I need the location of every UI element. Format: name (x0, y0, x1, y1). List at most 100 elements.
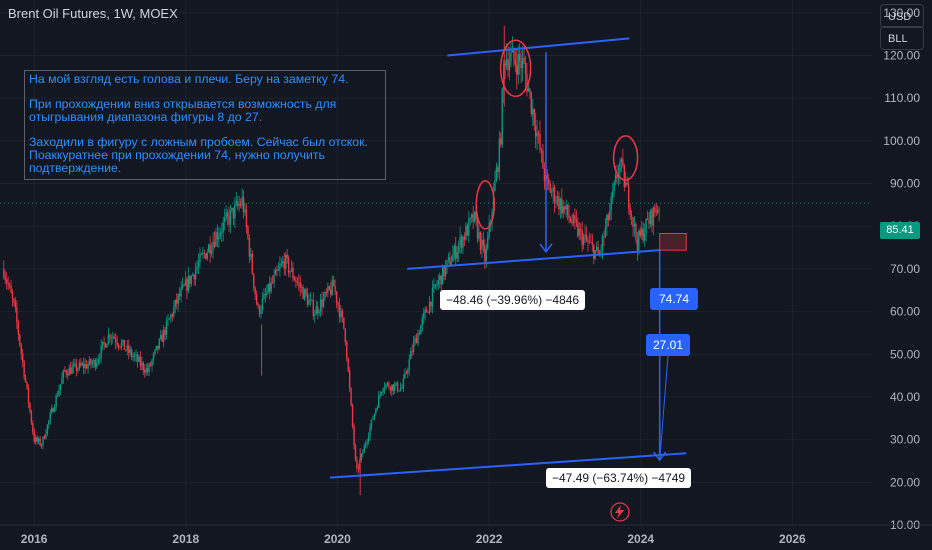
candle-body (65, 370, 67, 374)
candle-body (598, 252, 601, 254)
candle-body (223, 217, 226, 223)
candle-body (517, 54, 519, 75)
candle-body (391, 384, 393, 391)
candle-body (7, 282, 9, 285)
candle-body (123, 339, 126, 350)
candle-body (219, 232, 222, 236)
currency-bll-button[interactable]: BLL (880, 26, 924, 50)
candle-body (335, 291, 338, 303)
candle-body (539, 133, 541, 150)
candle-body (375, 409, 377, 414)
candle-body (553, 187, 556, 204)
candle-body (370, 419, 373, 428)
price-label-27[interactable]: 27.01 (646, 334, 690, 356)
candle-body (270, 282, 272, 292)
note-annotation[interactable]: На мой взгляд есть голова и плечи. Беру … (24, 70, 386, 180)
candle-body (655, 212, 657, 213)
candle-body (548, 178, 550, 184)
candle-body (487, 237, 489, 249)
candle-body (546, 175, 548, 179)
candle-body (469, 217, 471, 219)
candle-body (482, 239, 485, 246)
candle-body (340, 310, 342, 318)
candle-body (125, 349, 127, 351)
candle-body (356, 459, 358, 469)
candle-body (504, 63, 506, 66)
candle-body (269, 283, 271, 292)
candle-body (443, 266, 445, 277)
candle-body (160, 334, 162, 340)
candle-body (562, 206, 564, 214)
candle-body (386, 383, 389, 385)
candle-body (372, 419, 374, 420)
candle-body (537, 132, 540, 134)
candle-body (99, 358, 101, 360)
candle-body (603, 235, 605, 237)
candle-body (407, 370, 409, 373)
measure-label-2[interactable]: −47.49 (−63.74%) −4749 (546, 468, 692, 488)
candle-body (8, 284, 11, 286)
peak-circle-1 (475, 180, 496, 230)
candle-body (299, 282, 301, 288)
candle-body (428, 301, 431, 313)
candle-body (611, 191, 614, 197)
candle-body (266, 292, 268, 296)
candle-body (194, 269, 197, 280)
candle-body (292, 267, 294, 279)
candle-body (300, 287, 303, 289)
candle-body (363, 445, 365, 453)
candle-body (575, 219, 578, 223)
candle-body (639, 230, 641, 236)
candle-body (107, 334, 110, 344)
candle-body (643, 233, 646, 241)
candle-body (196, 266, 198, 270)
candle-body (552, 187, 554, 192)
candle-body (324, 291, 326, 298)
candle-body (110, 337, 113, 339)
candle-body (69, 367, 72, 374)
candle-body (218, 235, 220, 240)
candle-body (476, 218, 479, 239)
candle-body (205, 253, 207, 259)
candle-body (633, 223, 636, 227)
candle-body (408, 359, 410, 371)
candle-body (501, 88, 503, 145)
candle-body (430, 301, 432, 307)
candle-body (260, 309, 262, 314)
candle-body (561, 198, 563, 214)
target-box (659, 232, 687, 251)
candle-body (376, 407, 378, 410)
candle-body (295, 280, 297, 282)
candle-body (521, 57, 524, 69)
candle-body (130, 349, 133, 357)
candle-body (549, 183, 551, 193)
measure-label-1[interactable]: −48.46 (−39.96%) −4846 (440, 290, 586, 310)
note-line-2: При прохождении вниз открывается возможн… (29, 97, 337, 124)
price-label-74[interactable]: 74.74 (650, 288, 698, 310)
candle-body (16, 307, 18, 323)
currency-usd-button[interactable]: USD (880, 4, 924, 28)
candle-body (46, 424, 49, 434)
y-axis-panel (872, 0, 932, 550)
candle-body (27, 387, 30, 404)
candle-body (287, 257, 290, 273)
candle-body (207, 244, 210, 253)
candle-body (331, 280, 333, 295)
candle-body (641, 228, 643, 236)
candle-body (203, 253, 206, 254)
x-tick-label: 2024 (627, 532, 654, 546)
candle-body (97, 359, 99, 363)
candle-body (49, 413, 51, 421)
candle-body (305, 289, 307, 295)
candle-body (62, 370, 65, 378)
candle-body (424, 309, 426, 314)
y-tick-label: 30.00 (890, 433, 920, 447)
candle-body (152, 354, 155, 361)
candle-body (202, 253, 204, 255)
candle-body (459, 236, 461, 245)
candle-body (33, 432, 36, 442)
candle-body (466, 225, 469, 236)
candle-body (158, 339, 160, 349)
candle-body (328, 286, 331, 290)
